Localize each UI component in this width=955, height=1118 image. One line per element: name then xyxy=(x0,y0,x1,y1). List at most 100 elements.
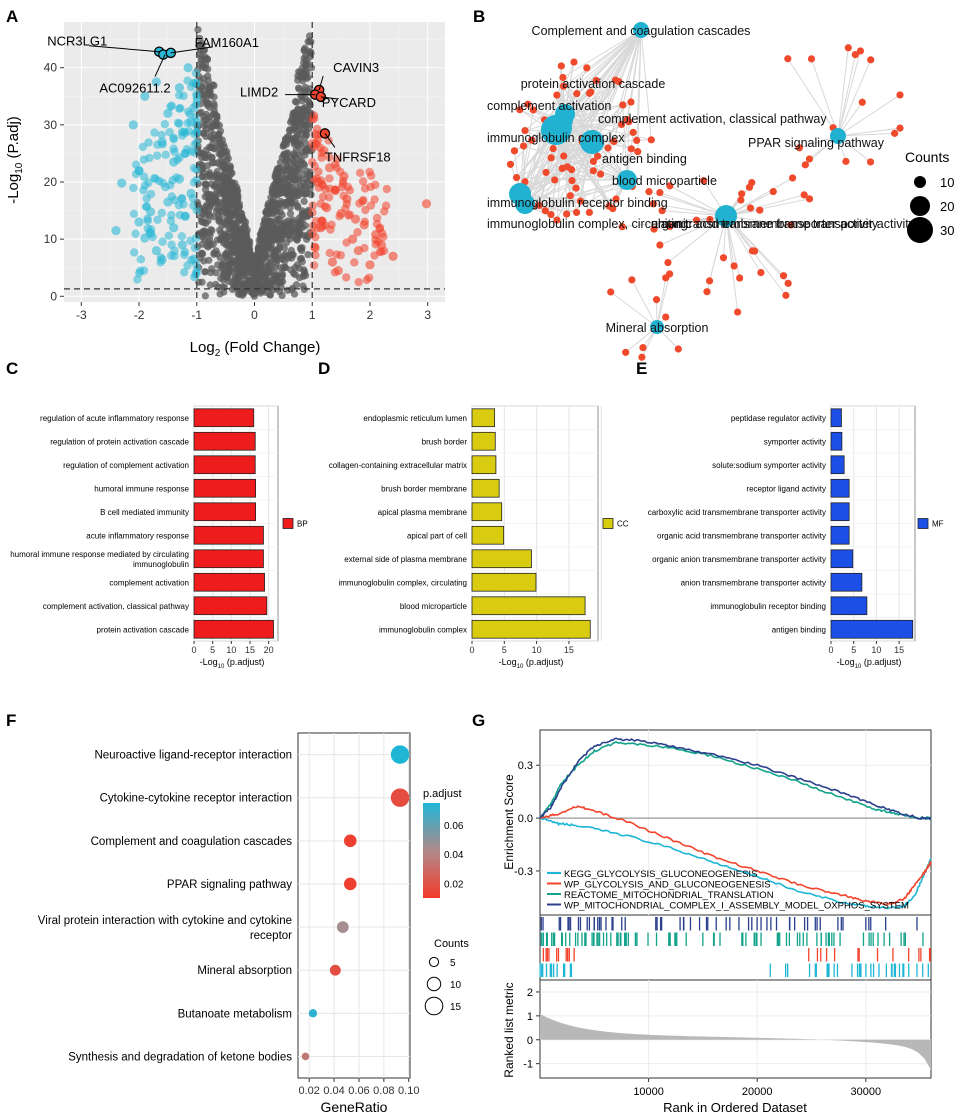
network-legend-value: 20 xyxy=(940,199,954,214)
bar-x-tick-label: 15 xyxy=(245,645,255,655)
volcano-point-ns xyxy=(272,277,280,285)
network-gene-node xyxy=(611,76,620,84)
volcano-gene-label: NCR3LG1 xyxy=(47,34,107,49)
bar-x-tick-label: 5 xyxy=(851,645,856,655)
dotplot-color-tick-label: 0.04 xyxy=(444,850,464,861)
volcano-point-ns xyxy=(266,259,274,267)
panel-f-kegg-dotplot: F Neuroactive ligand-receptor interactio… xyxy=(6,711,469,1115)
volcano-gene-label: TNFRSF18 xyxy=(325,149,391,164)
bar-x-tick-label: 0 xyxy=(191,645,196,655)
volcano-point-ns xyxy=(212,207,220,215)
volcano-point-ns xyxy=(285,176,293,185)
gsea-es-y-tick-label: 0.0 xyxy=(518,813,533,825)
bar-category-label: immunoglobulin complex xyxy=(379,625,467,634)
volcano-point-ns xyxy=(237,273,245,281)
volcano-x-tick-label: -3 xyxy=(76,308,87,322)
volcano-point-down xyxy=(183,63,193,73)
network-gene-node xyxy=(700,177,708,185)
dotplot-term-label: Neuroactive ligand-receptor interaction xyxy=(94,750,292,762)
volcano-point-ns xyxy=(220,143,228,151)
volcano-point-up xyxy=(379,232,388,242)
volcano-point-ns xyxy=(295,126,304,135)
dotplot-dot xyxy=(343,834,357,848)
bar xyxy=(471,478,500,498)
gsea-x-tick-label: 20000 xyxy=(742,1086,773,1098)
network-term-node xyxy=(830,128,846,144)
network-edge xyxy=(648,191,727,217)
volcano-point-ns xyxy=(300,120,308,129)
volcano-point-ns xyxy=(210,102,218,110)
dotplot-size-legend-value: 5 xyxy=(450,958,456,969)
gsea-metric-y-tick-label: -1 xyxy=(523,1059,533,1071)
network-gene-node xyxy=(589,157,597,166)
network-gene-node xyxy=(800,191,808,199)
network-gene-node xyxy=(757,268,765,277)
network-gene-node xyxy=(650,225,658,233)
network-gene-node xyxy=(737,196,745,204)
bar xyxy=(830,478,850,498)
volcano-point-down xyxy=(189,201,198,210)
bar-x-tick-label: 20 xyxy=(264,645,274,655)
network-term-nodes xyxy=(509,22,846,334)
volcano-point-ns xyxy=(286,125,294,134)
volcano-point-ns xyxy=(270,201,278,209)
dotplot-x-tick-label: 0.06 xyxy=(348,1085,369,1097)
bar-category-label: humoral immune response xyxy=(94,484,189,493)
volcano-x-tick-label: 2 xyxy=(367,308,374,322)
volcano-point-ns xyxy=(222,185,230,193)
dotplot-term-labels: Neuroactive ligand-receptor interaction C… xyxy=(38,750,292,1064)
volcano-point-up xyxy=(311,251,320,260)
network-edge xyxy=(656,273,671,328)
volcano-point-up xyxy=(365,260,375,270)
volcano-point-up xyxy=(365,167,374,177)
volcano-y-tick-label: 40 xyxy=(44,61,58,75)
volcano-point-ns xyxy=(303,184,311,192)
network-gene-node xyxy=(805,155,814,163)
volcano-point-ns xyxy=(289,284,297,292)
volcano-point-up xyxy=(309,111,319,120)
volcano-point-down xyxy=(151,245,161,256)
network-gene-node xyxy=(612,195,620,203)
volcano-point-down xyxy=(142,194,151,203)
network-gene-node xyxy=(506,160,515,168)
volcano-point-down xyxy=(129,209,139,219)
volcano-labeled-point xyxy=(319,128,331,139)
volcano-point-up xyxy=(327,257,338,267)
volcano-point-ns xyxy=(265,284,274,292)
volcano-point-ns xyxy=(278,273,286,281)
volcano-point-ns xyxy=(207,127,215,135)
volcano-point-ns xyxy=(220,259,228,267)
volcano-point-up xyxy=(359,220,369,230)
volcano-point-up xyxy=(354,277,363,287)
network-gene-node xyxy=(891,129,899,137)
bar xyxy=(193,455,256,475)
volcano-point-down xyxy=(161,150,170,160)
panel-label-b: B xyxy=(473,7,485,26)
dotplot-x-tick-label: 0.08 xyxy=(373,1085,394,1097)
volcano-point-ns xyxy=(226,165,234,173)
dotplot-dots xyxy=(301,745,410,1061)
network-gene-node xyxy=(585,208,593,217)
volcano-point-ns xyxy=(246,248,254,257)
bar xyxy=(471,502,503,522)
volcano-point-ns xyxy=(273,172,281,180)
gsea-legend-label: WP_GLYCOLYSIS_AND_GLUCONEOGENESIS xyxy=(564,880,771,891)
dotplot-x-tick-label: 0.10 xyxy=(398,1085,419,1097)
volcano-point-ns xyxy=(202,110,211,118)
network-edge xyxy=(615,29,642,200)
network-gene-node xyxy=(705,277,714,285)
volcano-point-up xyxy=(317,216,326,226)
volcano-point-ns xyxy=(305,124,313,133)
network-gene-node xyxy=(618,223,626,231)
network-gene-node xyxy=(666,222,674,231)
volcano-point-up xyxy=(370,195,379,204)
volcano-point-ns xyxy=(286,210,295,218)
volcano-point-ns xyxy=(250,267,258,275)
network-gene-node xyxy=(572,184,580,192)
bar xyxy=(193,431,256,451)
volcano-point-ns xyxy=(273,234,281,242)
panel-c-bp-bars: C regulation of acute inflammatory respo… xyxy=(6,359,308,670)
volcano-point-ns xyxy=(293,98,301,106)
volcano-point-ns xyxy=(301,190,309,198)
